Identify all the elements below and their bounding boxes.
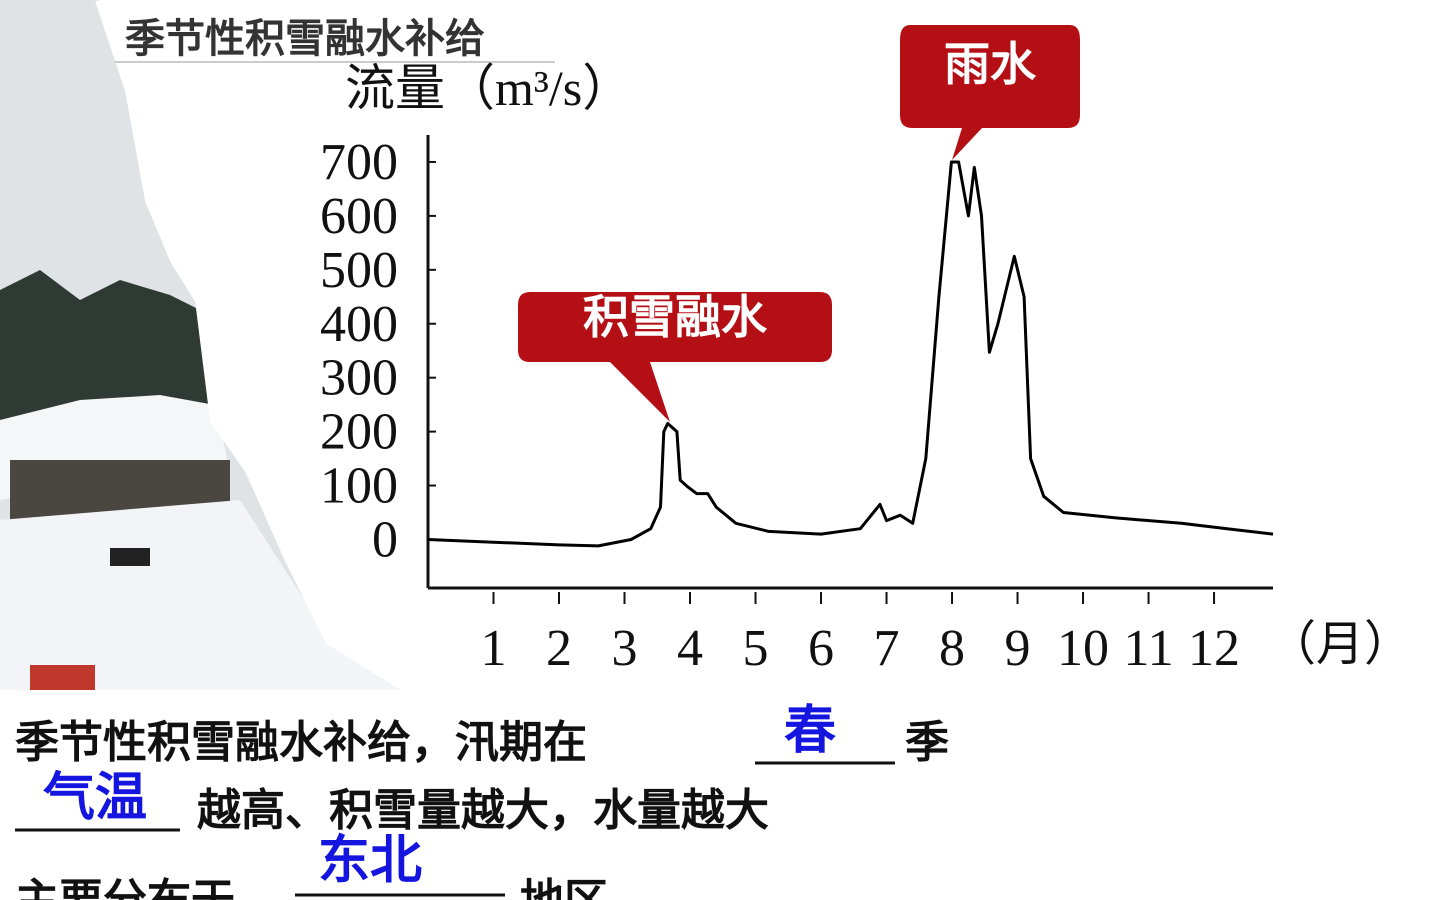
slide-title: 季节性积雪融水补给 [125, 16, 485, 62]
x-tick-label: 9 [1005, 620, 1031, 677]
x-tick-label: 8 [939, 620, 965, 677]
y-tick-label: 400 [320, 296, 398, 353]
y-tick-label: 200 [320, 404, 398, 461]
annotation: 雨水 [944, 37, 1037, 91]
body-text: 地区 [520, 875, 608, 900]
y-tick-label: 100 [320, 458, 398, 515]
x-tick-label: 7 [874, 620, 900, 677]
answer: 气温 [43, 768, 147, 828]
body-text: 越高、积雪量越大，水量越大 [197, 785, 769, 836]
y-tick-label: 700 [320, 134, 398, 191]
callout-snowmelt [518, 292, 832, 422]
y-tick-label: 500 [320, 242, 398, 299]
x-tick-label: 4 [677, 620, 703, 677]
y-axis-label: 流量（m³/s） [345, 60, 632, 116]
answer: 春 [784, 701, 836, 761]
x-axis-label: （月） [1268, 618, 1412, 671]
x-tick-label: 2 [546, 620, 572, 677]
x-tick-label: 5 [743, 620, 769, 677]
x-tick-label: 3 [612, 620, 638, 677]
y-tick-label: 0 [372, 511, 398, 568]
annotation: 积雪融水 [583, 290, 768, 344]
callout-rain [900, 25, 1080, 160]
body-text: 季 [905, 717, 949, 768]
x-tick-label: 12 [1188, 620, 1240, 677]
answer: 东北 [318, 831, 422, 891]
flow-line [427, 160, 1274, 548]
y-tick-label: 600 [320, 188, 398, 245]
x-tick-label: 11 [1124, 620, 1174, 677]
snow-photo [0, 0, 413, 695]
x-tick-label: 6 [808, 620, 834, 677]
x-tick-label: 10 [1057, 620, 1109, 677]
y-tick-label: 300 [320, 350, 398, 407]
body-text: 季节性积雪融水补给，汛期在 [15, 717, 587, 768]
body-text: 主要分布于 [15, 875, 235, 900]
x-tick-label: 1 [481, 620, 507, 677]
